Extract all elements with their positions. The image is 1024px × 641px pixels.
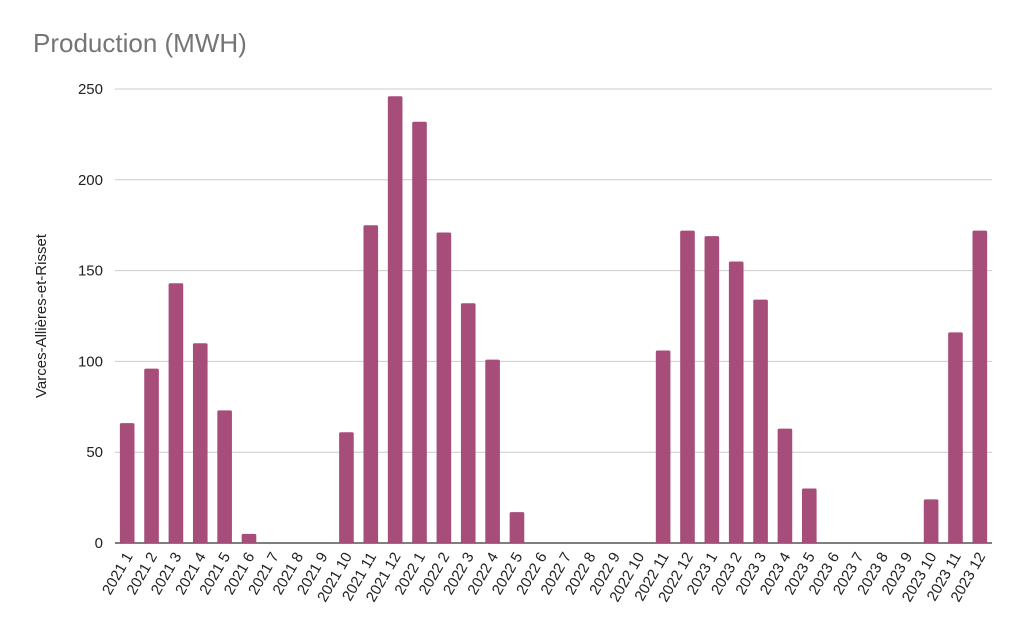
bar bbox=[412, 121, 427, 544]
bar bbox=[144, 368, 159, 543]
bar bbox=[680, 230, 695, 543]
y-tick-label: 50 bbox=[86, 444, 103, 461]
bar bbox=[801, 488, 817, 543]
bar bbox=[655, 350, 671, 543]
bar bbox=[192, 343, 208, 543]
bar bbox=[485, 359, 500, 543]
y-axis-title: Varces-Allières-et-Risset bbox=[33, 233, 50, 398]
bars bbox=[119, 96, 988, 544]
bar bbox=[777, 428, 793, 543]
bar bbox=[460, 303, 476, 543]
bar bbox=[509, 512, 525, 543]
bar bbox=[363, 225, 379, 543]
y-tick-label: 100 bbox=[78, 353, 103, 370]
bar bbox=[923, 499, 939, 543]
y-tick-label: 200 bbox=[78, 172, 103, 189]
bar bbox=[948, 332, 963, 543]
bar bbox=[753, 299, 768, 543]
grid-lines bbox=[115, 88, 992, 544]
y-tick-label: 0 bbox=[95, 535, 103, 552]
bar bbox=[217, 410, 232, 543]
y-axis-ticks: 0 50 100 150 200 250 bbox=[78, 81, 103, 552]
y-tick-label: 250 bbox=[78, 81, 103, 98]
chart-title: Production (MWH) bbox=[33, 28, 247, 58]
bar bbox=[387, 96, 403, 543]
bar bbox=[241, 533, 257, 543]
y-tick-label: 150 bbox=[78, 263, 103, 280]
bar bbox=[972, 230, 988, 543]
bar bbox=[339, 432, 354, 543]
bar bbox=[436, 232, 452, 544]
bar bbox=[119, 423, 135, 543]
bar bbox=[704, 236, 720, 543]
bar bbox=[168, 283, 184, 543]
bar bbox=[728, 261, 744, 543]
